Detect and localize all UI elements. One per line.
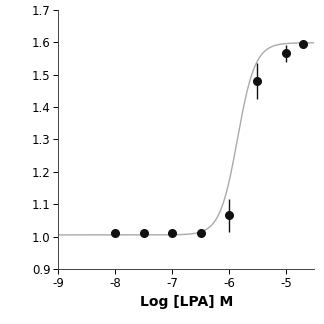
X-axis label: Log [LPA] M: Log [LPA] M [140,295,233,309]
